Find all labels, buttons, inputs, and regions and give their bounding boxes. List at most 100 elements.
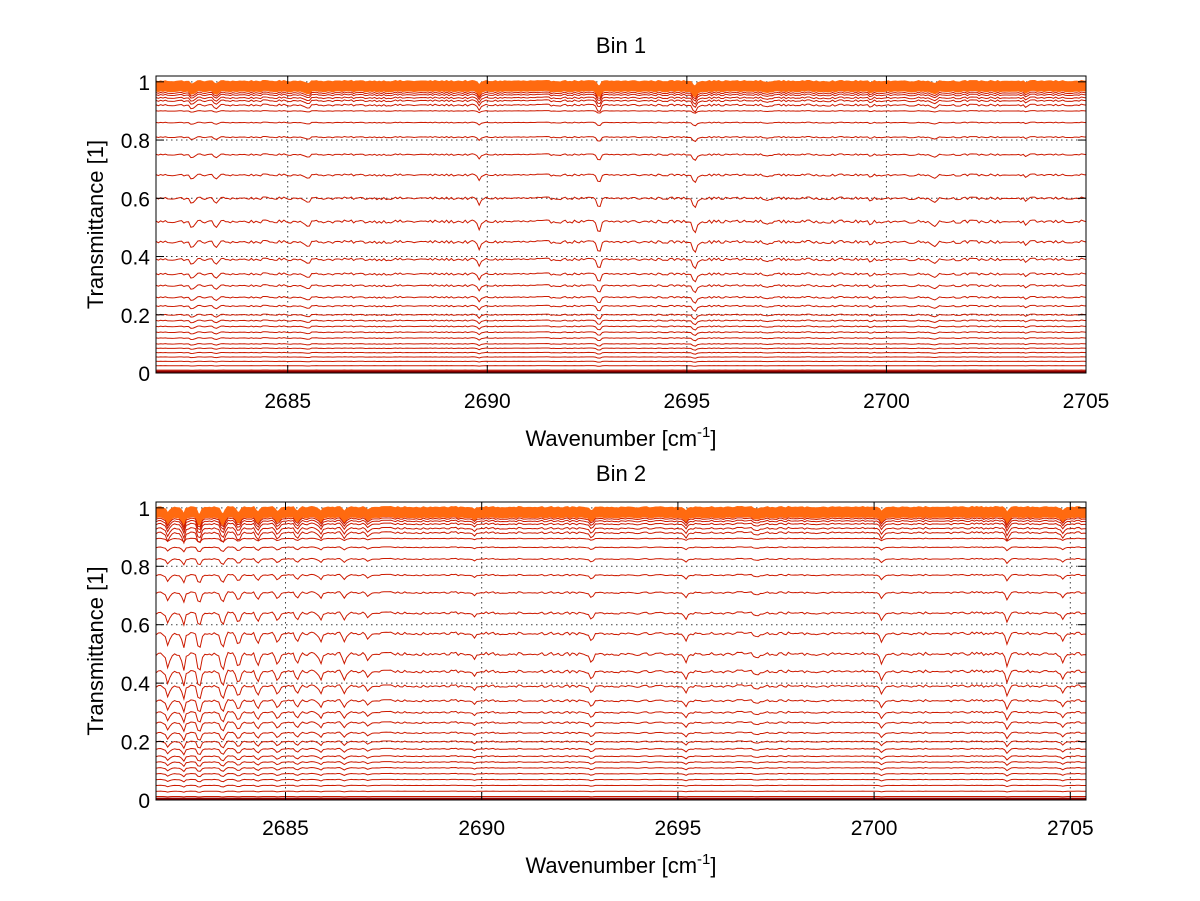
x-tick-label: 2700 [851, 817, 898, 840]
chart-title: Bin 1 [596, 33, 646, 58]
series-line-28 [156, 325, 1086, 331]
y-tick-label: 0.8 [121, 556, 150, 579]
series-line-34 [156, 784, 1086, 788]
x-tick-label: 2685 [262, 817, 309, 840]
series-line-26 [156, 313, 1086, 320]
series-line-30 [156, 337, 1086, 342]
series-line-23 [156, 698, 1086, 714]
y-tick-label: 0 [138, 790, 150, 813]
series-line-2 [156, 507, 1086, 520]
series-line-31 [156, 766, 1086, 773]
x-tick-label: 2695 [663, 390, 710, 413]
series-line-21 [156, 669, 1086, 687]
series-line-13 [156, 537, 1086, 543]
series-line-17 [156, 591, 1086, 604]
y-tick-label: 1 [138, 72, 150, 95]
series-line-12 [156, 103, 1086, 113]
series-line-5 [156, 511, 1086, 525]
y-tick-label: 0.2 [121, 305, 150, 328]
series-line-17 [156, 173, 1086, 184]
series-line-7 [156, 514, 1086, 528]
series-line-19 [156, 219, 1086, 234]
series-line-16 [156, 153, 1086, 162]
series-line-24 [156, 710, 1086, 724]
y-tick-label: 0 [138, 363, 150, 386]
chart-title: Bin 2 [596, 461, 646, 486]
series-line-10 [156, 96, 1086, 105]
series-line-36 [156, 365, 1086, 367]
subplot-bin-2: 2685 2690 2695 2700 2705 0 0.2 0.4 0.6 0.8 1 Bin 2 W… [83, 461, 1094, 878]
y-axis-label: Transmittance [1] [83, 140, 108, 309]
x-axis-label: Wavenumber [cm-1] [525, 851, 716, 878]
y-tick-label: 1 [138, 498, 150, 521]
series-line-33 [156, 778, 1086, 783]
series-line-21 [156, 257, 1086, 270]
y-tick-label: 0.6 [121, 188, 150, 211]
x-tick-label: 2705 [1047, 817, 1094, 840]
series-line-11 [156, 526, 1086, 540]
y-tick-label: 0.2 [121, 732, 150, 755]
series-line-25 [156, 721, 1086, 733]
series-line-28 [156, 747, 1086, 756]
series-line-30 [156, 761, 1086, 768]
series-line-35 [156, 790, 1086, 793]
y-tick-label: 0.6 [121, 615, 150, 638]
series-line-22 [156, 684, 1086, 702]
series-line-18 [156, 196, 1086, 209]
series-line-29 [156, 755, 1086, 763]
plot-area [155, 75, 1087, 374]
series-line-14 [156, 546, 1086, 553]
series-line-35 [156, 360, 1086, 363]
series-line-34 [156, 356, 1086, 359]
plot-area [155, 501, 1087, 801]
series-line-3 [156, 508, 1086, 522]
series-line-20 [156, 239, 1086, 254]
series-line-12 [156, 531, 1086, 545]
series-line-31 [156, 343, 1086, 347]
series-line-25 [156, 304, 1086, 312]
x-tick-label: 2700 [863, 390, 910, 413]
series-line-9 [156, 93, 1086, 102]
series-line-13 [156, 110, 1086, 114]
x-axis-label: Wavenumber [cm-1] [525, 424, 716, 451]
series-line-22 [156, 272, 1086, 283]
series-line-19 [156, 631, 1086, 649]
series-line-15 [156, 557, 1086, 566]
x-tick-label: 2690 [464, 390, 511, 413]
series-line-4 [156, 510, 1086, 523]
series-group [156, 505, 1086, 800]
series-line-1 [156, 505, 1086, 518]
series-line-33 [156, 351, 1086, 355]
series-line-8 [156, 91, 1086, 100]
series-line-7 [156, 88, 1086, 98]
series-line-8 [156, 517, 1086, 529]
subplot-bin-1: 2685 2690 2695 2700 2705 0 0.2 0.4 0.6 0.8 1 Bin 1 W… [83, 33, 1109, 451]
x-tick-label: 2685 [264, 390, 311, 413]
y-tick-label: 0.4 [121, 247, 151, 270]
series-line-29 [156, 331, 1086, 336]
x-tick-label: 2695 [655, 817, 702, 840]
series-line-26 [156, 731, 1086, 742]
series-line-27 [156, 319, 1086, 326]
series-group [156, 79, 1086, 373]
series-line-27 [156, 740, 1086, 750]
series-line-16 [156, 573, 1086, 584]
series-line-6 [156, 513, 1086, 527]
series-line-15 [156, 135, 1086, 143]
series-line-32 [156, 347, 1086, 351]
x-tick-label: 2705 [1063, 390, 1110, 413]
series-line-18 [156, 611, 1086, 627]
series-line-10 [156, 522, 1086, 535]
y-axis-label: Transmittance [1] [83, 566, 108, 735]
y-tick-label: 0.8 [121, 130, 150, 153]
y-tick-label: 0.4 [121, 673, 151, 696]
series-line-24 [156, 295, 1086, 304]
series-line-32 [156, 772, 1086, 778]
series-line-14 [156, 121, 1086, 127]
x-tick-label: 2690 [458, 817, 505, 840]
series-line-11 [156, 99, 1086, 109]
series-line-9 [156, 519, 1086, 532]
series-line-20 [156, 651, 1086, 671]
